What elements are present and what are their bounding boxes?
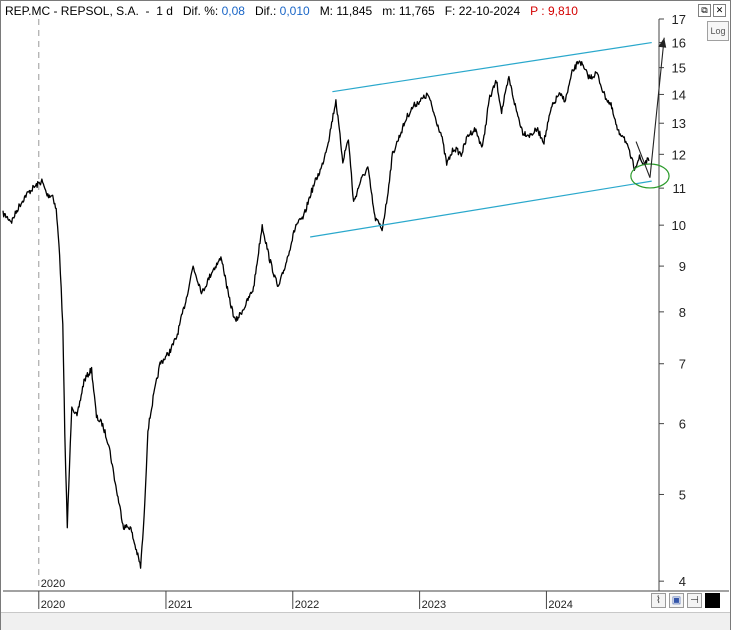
y-tick-label: 13	[672, 116, 686, 131]
chart-header: REP.MC - REPSOL, S.A. - 1 d Dif. %: 0,08…	[5, 4, 578, 18]
arrow-up-head	[658, 37, 667, 48]
y-tick-label: 10	[672, 218, 686, 233]
min-value: 11,765	[398, 4, 435, 18]
horizontal-scrollbar[interactable]	[1, 612, 730, 630]
close-button[interactable]: ✕	[713, 4, 726, 17]
arrow-down-line	[635, 141, 651, 178]
zoom-icon[interactable]: ⌇	[651, 593, 666, 608]
arrow-up-line	[649, 37, 665, 178]
x-tick-label: 2021	[168, 599, 192, 611]
year-marker-label: 2020	[41, 578, 65, 590]
channel-upper-line	[332, 41, 652, 93]
dif-label: Dif.:	[254, 4, 277, 18]
y-tick-label: 9	[679, 259, 686, 274]
company-suffix: S.A.	[116, 4, 139, 18]
y-tick-label: 8	[679, 305, 686, 320]
log-scale-button[interactable]: Log	[707, 21, 729, 41]
y-tick-label: 7	[679, 357, 686, 372]
y-tick-label: 15	[672, 61, 686, 76]
min-label: m:	[382, 4, 396, 18]
date-label: F:	[444, 4, 456, 18]
x-tick-label: 2023	[422, 599, 446, 611]
price-series-line	[2, 60, 650, 569]
max-label: M:	[319, 4, 334, 18]
ticker-label: REP.MC - REPSOL,	[5, 4, 113, 18]
color-swatch-icon[interactable]	[705, 593, 720, 608]
dif-pct-label: Dif. %:	[182, 4, 219, 18]
date-value: 22-10-2024	[458, 4, 521, 18]
chart-toolbar: ⌇ ▣ ⊣	[651, 593, 720, 608]
window-controls: ⧉ ✕	[698, 4, 726, 17]
x-tick-label: 2024	[548, 599, 572, 611]
save-icon[interactable]: ▣	[669, 593, 684, 608]
pin-icon[interactable]: ⊣	[687, 593, 702, 608]
support-ellipse	[630, 163, 670, 189]
y-tick-label: 6	[679, 417, 686, 432]
restore-button[interactable]: ⧉	[698, 4, 711, 17]
y-tick-label: 16	[672, 36, 686, 51]
dif-pct-value: 0,08	[221, 4, 245, 18]
y-tick-label: 14	[672, 87, 686, 102]
interval-label: 1 d	[156, 4, 173, 18]
y-tick-label: 4	[679, 574, 686, 589]
max-value: 11,845	[336, 4, 373, 18]
price-label: P :	[530, 4, 545, 18]
y-tick-label: 11	[673, 181, 687, 196]
channel-lower-line	[310, 180, 652, 238]
dif-value: 0,010	[279, 4, 310, 18]
y-tick-label: 12	[672, 147, 686, 162]
y-tick-label: 17	[672, 12, 686, 27]
price-value: 9,810	[547, 4, 578, 18]
x-tick-label: 2020	[41, 599, 65, 611]
y-tick-label: 5	[679, 487, 686, 502]
x-tick-label: 2022	[295, 599, 319, 611]
